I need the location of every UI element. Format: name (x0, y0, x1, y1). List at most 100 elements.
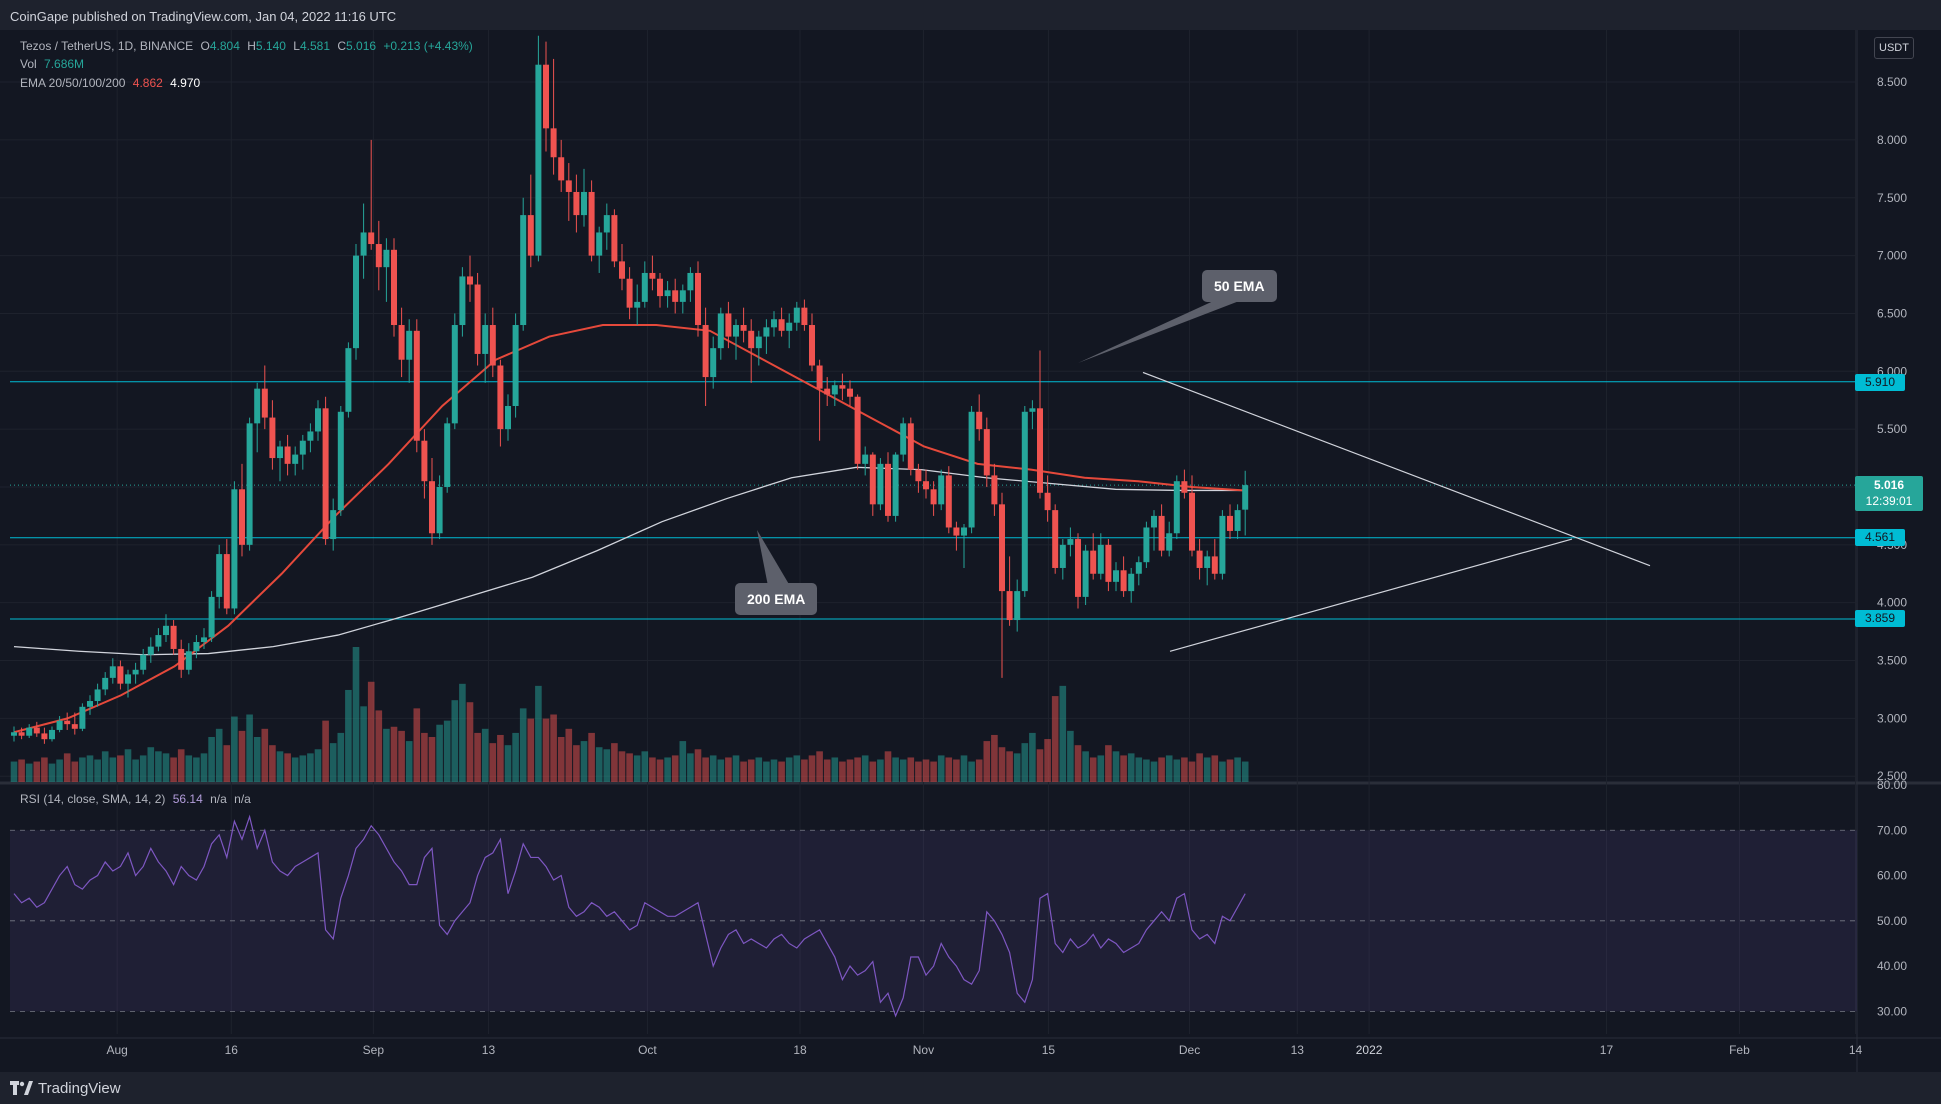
candle-body (657, 278, 663, 297)
symbol-label[interactable]: Tezos / TetherUS, 1D, BINANCE (20, 39, 194, 53)
candle-body (1166, 533, 1173, 551)
volume-bar (1105, 745, 1112, 782)
volume-bar (497, 734, 504, 782)
candle-body (543, 64, 549, 129)
candle-body (748, 330, 755, 349)
candle-body (1189, 492, 1195, 551)
open-label: O (200, 39, 210, 53)
volume-bar (702, 757, 709, 782)
rsi-label[interactable]: RSI (14, close, SMA, 14, 2) (20, 792, 166, 806)
ema50-callout: 50 EMA (1202, 270, 1277, 302)
volume-bar (960, 755, 968, 782)
candle-body (398, 325, 405, 360)
candle-body (299, 440, 306, 455)
candle-body (809, 325, 815, 366)
candle-body (87, 701, 93, 707)
volume-bar (588, 732, 595, 782)
volume-bar (671, 755, 679, 782)
volume-bar (63, 753, 71, 782)
volume-bar (360, 706, 367, 782)
price-tick-label: 7.500 (1877, 191, 1907, 205)
volume-label[interactable]: Vol (20, 57, 37, 71)
volume-bar (466, 702, 474, 782)
volume-bar (869, 761, 877, 782)
ema200-callout-pointer (757, 530, 790, 586)
currency-unit-button[interactable]: USDT (1874, 37, 1914, 59)
time-tick-label: 18 (793, 1043, 807, 1057)
chart-canvas[interactable]: 2.5003.0003.5004.0004.5005.0005.5006.000… (0, 30, 1941, 1072)
candle-body (1158, 515, 1165, 551)
rsi-legend: RSI (14, close, SMA, 14, 2) 56.14 n/a n/… (20, 792, 255, 806)
volume-bar (261, 728, 269, 782)
candle-body (801, 307, 808, 326)
candle-body (603, 215, 610, 233)
descending-trendline (1142, 371, 1651, 567)
candle-body (1014, 591, 1021, 621)
candle-body (330, 510, 337, 540)
volume-bar (41, 757, 48, 782)
candle-body (892, 454, 899, 516)
brand-name[interactable]: TradingView (38, 1080, 121, 1097)
candle-body (216, 554, 223, 597)
volume-bar (1211, 755, 1219, 782)
candle-body (1196, 550, 1203, 568)
volume-bar (740, 761, 747, 782)
price-tick-label: 4.000 (1877, 596, 1907, 610)
volume-bar (71, 761, 79, 782)
time-tick-label: 15 (1042, 1043, 1056, 1057)
volume-bar (1082, 751, 1089, 782)
volume-bar (200, 753, 208, 782)
candle-body (459, 276, 466, 326)
candle-body (292, 454, 299, 464)
volume-bar (595, 747, 603, 782)
candle-body (223, 554, 230, 609)
volume-bar (1089, 757, 1097, 782)
ema200-callout: 200 EMA (735, 583, 818, 615)
candle-body (619, 261, 625, 279)
candle-body (147, 646, 154, 655)
candle-body (641, 272, 648, 302)
candle-body (315, 408, 321, 432)
candle-body (444, 423, 451, 487)
volume-bar (770, 759, 778, 782)
volume-bar (687, 753, 694, 782)
candle-body (565, 180, 572, 192)
volume-bar (656, 759, 664, 782)
volume-bar (139, 755, 147, 782)
close-value: 5.016 (346, 39, 377, 53)
time-tick-label: 17 (1600, 1043, 1614, 1057)
candle-body (968, 411, 975, 528)
volume-bar (1036, 749, 1044, 782)
volume-bar (33, 761, 41, 782)
candle-body (907, 423, 914, 470)
volume-bar (1226, 759, 1234, 782)
low-value: 4.581 (299, 39, 331, 53)
ema-label[interactable]: EMA 20/50/100/200 (20, 76, 126, 90)
candle-body (132, 669, 139, 675)
volume-bar (1006, 751, 1013, 782)
candle-body (854, 396, 861, 464)
candle-body (375, 244, 382, 268)
volume-bar (679, 741, 687, 782)
volume-bar (238, 730, 246, 782)
volume-bar (573, 745, 580, 782)
candle-body (353, 255, 359, 349)
candle-body (1219, 515, 1226, 574)
candle-body (1029, 408, 1036, 412)
current-price-tag: 5.016 12:39:01 (1855, 476, 1923, 511)
volume-bar (846, 759, 854, 782)
price-tick-label: 2.500 (1877, 769, 1907, 783)
volume-bar (155, 751, 162, 782)
candle-body (983, 429, 990, 476)
candle-body (41, 733, 48, 740)
time-tick-label: 14 (1849, 1043, 1863, 1057)
volume-bar (1150, 761, 1158, 782)
candle-body (345, 348, 352, 412)
candle-body (406, 330, 413, 360)
candle-body (611, 215, 618, 262)
volume-bar (269, 745, 276, 782)
volume-bar (1158, 757, 1165, 782)
volume-bar (991, 734, 998, 782)
candle-body (231, 489, 238, 609)
candle-body (1067, 539, 1074, 545)
